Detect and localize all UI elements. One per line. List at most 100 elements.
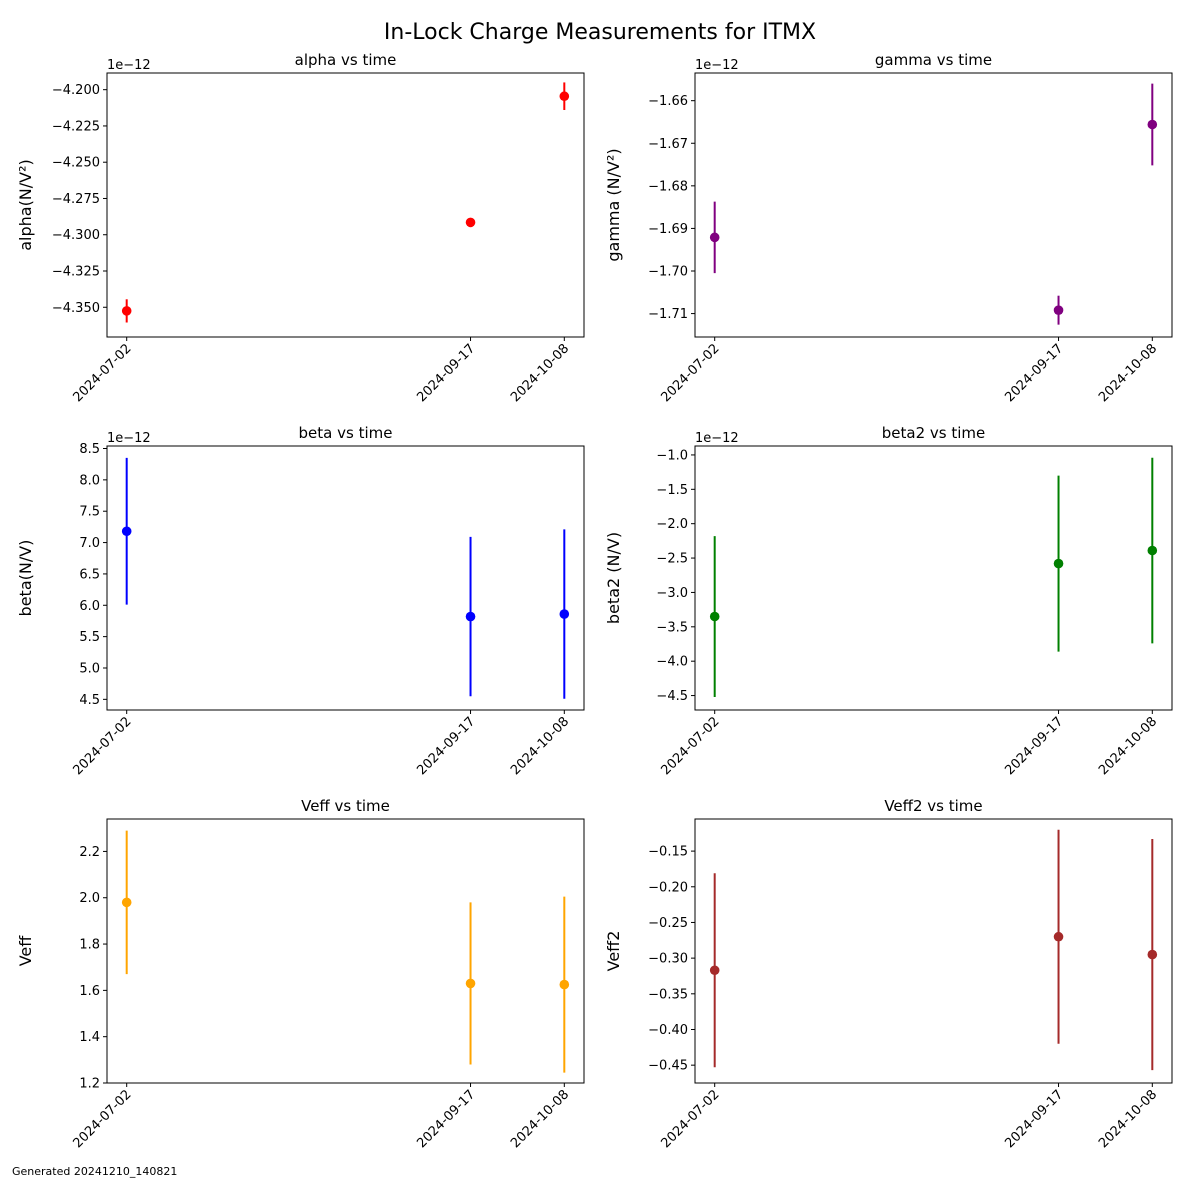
y-axis-label: gamma (N/V²) xyxy=(604,148,623,261)
y-tick-label: −1.68 xyxy=(648,179,688,194)
plot-frame xyxy=(694,818,1173,1084)
y-tick-label: −0.15 xyxy=(648,845,688,860)
y-tick-label: −1.0 xyxy=(656,448,688,463)
plot-frame xyxy=(694,72,1173,338)
subplot-6: Veff2 vs time Veff2 −0.45 −0.40 −0.35 −0.30 −0… xyxy=(604,797,1173,1151)
data-point xyxy=(465,978,476,989)
subplot-2: gamma vs time 1e−12 gamma (N/V²) −1.71 −1.70… xyxy=(604,51,1173,405)
y-tick-label: −4.200 xyxy=(52,83,100,98)
y-tick-label: −1.69 xyxy=(648,222,688,237)
subplot-title: Veff vs time xyxy=(301,797,390,815)
x-tick-label: 2024-10-08 xyxy=(1096,714,1160,778)
subplot-5: Veff vs time Veff 1.2 1.4 1.6 1.8 2.0 2.2 2024-0… xyxy=(16,797,585,1151)
y-tick-label: 4.5 xyxy=(79,693,100,708)
axis-offset-label: 1e−12 xyxy=(107,431,151,446)
x-tick-label: 2024-10-08 xyxy=(508,341,572,405)
y-tick-label: −0.35 xyxy=(648,987,688,1002)
y-tick-label: −0.40 xyxy=(648,1023,688,1038)
y-tick-label: 5.5 xyxy=(79,630,100,645)
data-point xyxy=(559,609,570,619)
y-tick-label: −0.20 xyxy=(648,880,688,895)
data-point xyxy=(709,965,720,976)
y-axis-label: Veff xyxy=(16,935,35,967)
axis-offset-label: 1e−12 xyxy=(695,431,739,446)
x-tick-label: 2024-07-02 xyxy=(658,341,722,405)
y-tick-label: 8.0 xyxy=(79,473,100,488)
y-tick-label: −3.5 xyxy=(656,620,688,635)
x-tick-label: 2024-09-17 xyxy=(414,714,478,778)
subplot-title: gamma vs time xyxy=(875,51,992,69)
plot-frame xyxy=(106,445,585,711)
data-point xyxy=(709,611,720,622)
y-tick-label: 8.5 xyxy=(79,442,100,457)
y-tick-label: −1.5 xyxy=(656,483,688,498)
y-tick-label: 6.0 xyxy=(79,599,100,614)
x-tick-label: 2024-09-17 xyxy=(414,1087,478,1151)
x-tick-label: 2024-07-02 xyxy=(658,1087,722,1151)
y-tick-label: −1.67 xyxy=(648,137,688,152)
x-tick-label: 2024-10-08 xyxy=(1096,341,1160,405)
y-tick-label: −0.25 xyxy=(648,916,688,931)
data-point xyxy=(121,897,132,908)
data-point xyxy=(1053,931,1064,942)
y-tick-label: −2.5 xyxy=(656,552,688,567)
data-point xyxy=(1147,119,1158,130)
y-tick-label: 2.2 xyxy=(79,845,100,860)
x-tick-label: 2024-07-02 xyxy=(70,1087,134,1151)
data-point xyxy=(1053,558,1064,569)
y-tick-label: 1.4 xyxy=(79,1030,100,1045)
y-axis-label: beta2 (N/V) xyxy=(604,532,623,624)
y-tick-label: −4.325 xyxy=(52,265,100,280)
y-tick-label: −4.0 xyxy=(656,655,688,670)
y-tick-label: 1.8 xyxy=(79,938,100,953)
y-axis-label: alpha(N/V²) xyxy=(16,159,35,251)
y-tick-label: −4.5 xyxy=(656,689,688,704)
data-point xyxy=(709,232,720,243)
x-tick-label: 2024-07-02 xyxy=(658,714,722,778)
y-tick-label: 6.5 xyxy=(79,567,100,582)
data-point xyxy=(559,979,570,990)
y-tick-label: 7.5 xyxy=(79,505,100,520)
plot-frame xyxy=(106,818,585,1084)
axis-offset-label: 1e−12 xyxy=(695,58,739,73)
x-tick-label: 2024-07-02 xyxy=(70,341,134,405)
x-tick-label: 2024-07-02 xyxy=(70,714,134,778)
plot-frame xyxy=(106,72,585,338)
y-tick-label: −0.30 xyxy=(648,952,688,967)
y-tick-label: −1.66 xyxy=(648,94,688,109)
y-tick-label: 7.0 xyxy=(79,536,100,551)
x-tick-label: 2024-09-17 xyxy=(1002,714,1066,778)
y-tick-label: −1.70 xyxy=(648,265,688,280)
x-tick-label: 2024-09-17 xyxy=(1002,1087,1066,1151)
y-tick-label: −4.250 xyxy=(52,156,100,171)
y-tick-label: 1.2 xyxy=(79,1077,100,1092)
x-tick-label: 2024-10-08 xyxy=(1096,1087,1160,1151)
y-tick-label: −4.275 xyxy=(52,192,100,207)
x-tick-label: 2024-10-08 xyxy=(508,714,572,778)
subplot-1: alpha vs time 1e−12 alpha(N/V²) −4.350 −4.32… xyxy=(16,51,585,405)
data-point xyxy=(121,526,132,537)
figure-title: In-Lock Charge Measurements for ITMX xyxy=(383,20,817,45)
data-point xyxy=(1147,949,1158,960)
y-tick-label: −2.0 xyxy=(656,517,688,532)
y-tick-label: 5.0 xyxy=(79,661,100,676)
data-point xyxy=(1053,305,1064,315)
y-tick-label: −3.0 xyxy=(656,586,688,601)
y-tick-label: −4.300 xyxy=(52,228,100,243)
y-tick-label: −0.45 xyxy=(648,1059,688,1074)
y-axis-label: Veff2 xyxy=(604,931,623,972)
data-point xyxy=(465,611,476,622)
subplot-title: Veff2 vs time xyxy=(884,797,982,815)
generated-footer: Generated 20241210_140821 xyxy=(12,1165,178,1178)
data-point xyxy=(559,91,570,102)
data-point xyxy=(1147,545,1158,556)
subplot-title: beta2 vs time xyxy=(882,424,985,442)
y-tick-label: 1.6 xyxy=(79,984,100,999)
data-point xyxy=(465,217,476,228)
subplot-4: beta2 vs time 1e−12 beta2 (N/V) −4.5 −4.0 −3.… xyxy=(604,424,1173,778)
y-axis-label: beta(N/V) xyxy=(16,540,35,617)
subplot-3: beta vs time 1e−12 beta(N/V) 4.5 5.0 5.5 6.0 6.… xyxy=(16,424,585,778)
y-tick-label: −4.350 xyxy=(52,301,100,316)
x-tick-label: 2024-09-17 xyxy=(1002,341,1066,405)
